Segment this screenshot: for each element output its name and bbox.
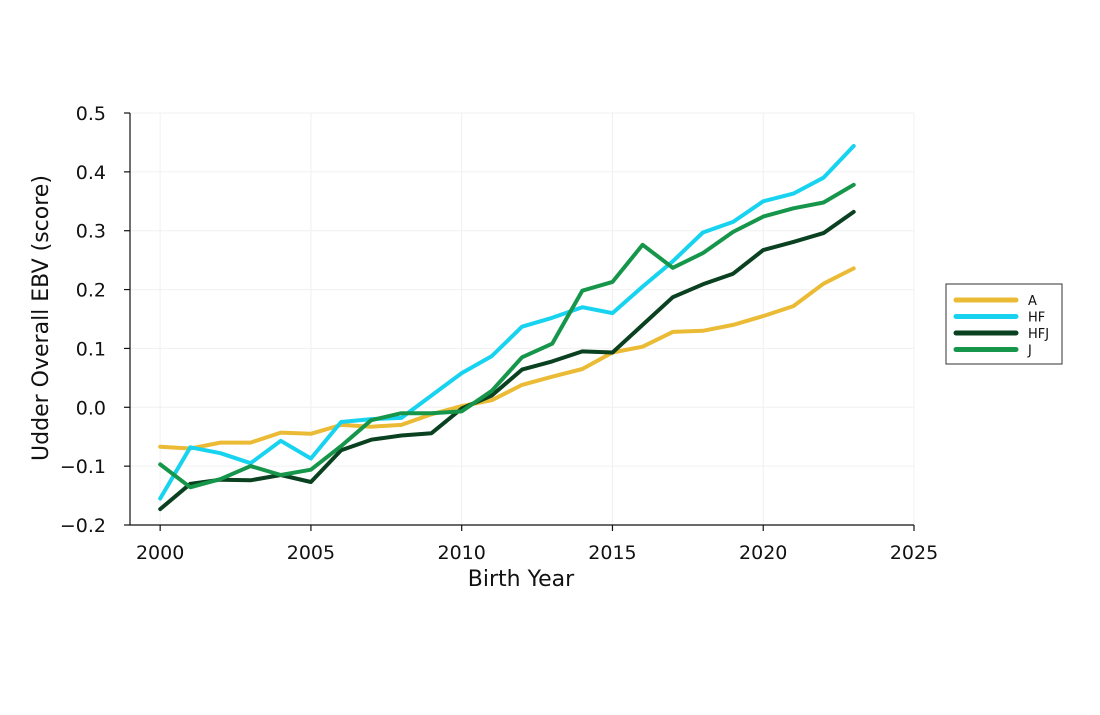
series-line-j: [158, 182, 856, 490]
x-tick-label: 2000: [136, 542, 184, 564]
legend-label-hf: HF: [1028, 311, 1045, 326]
x-tick-label: 2010: [438, 542, 486, 564]
legend-label-j: J: [1027, 344, 1032, 359]
y-tick-label: 0.4: [76, 162, 106, 184]
x-tick-label: 2020: [739, 542, 787, 564]
series-line-a: [158, 266, 856, 451]
x-tick-label: 2015: [588, 542, 636, 564]
y-tick-label: −0.2: [60, 515, 106, 537]
x-tick-label: 2025: [890, 542, 938, 564]
y-tick-label: 0.5: [76, 103, 106, 125]
y-axis-title: Udder Overall EBV (score): [29, 175, 54, 461]
y-tick-label: 0.2: [76, 280, 106, 302]
x-tick-label: 2005: [287, 542, 335, 564]
series-line-hf: [158, 144, 856, 501]
legend-label-a: A: [1028, 294, 1037, 309]
grid-lines: [130, 112, 915, 526]
y-tick-label: 0.1: [76, 338, 106, 360]
series-line-hfj: [158, 209, 856, 512]
axes: −0.2 −0.1 0.0 0.1 0.2 0.3 0.4 0.5 2000 2005 2010 20…: [60, 103, 938, 564]
series-lines: [158, 144, 856, 512]
legend-label-hfj: HFJ: [1028, 327, 1049, 342]
y-tick-label: 0.3: [76, 221, 106, 243]
y-tick-label: −0.1: [60, 456, 106, 478]
x-axis-title: Birth Year: [468, 567, 575, 592]
y-tick-label: 0.0: [76, 397, 106, 419]
